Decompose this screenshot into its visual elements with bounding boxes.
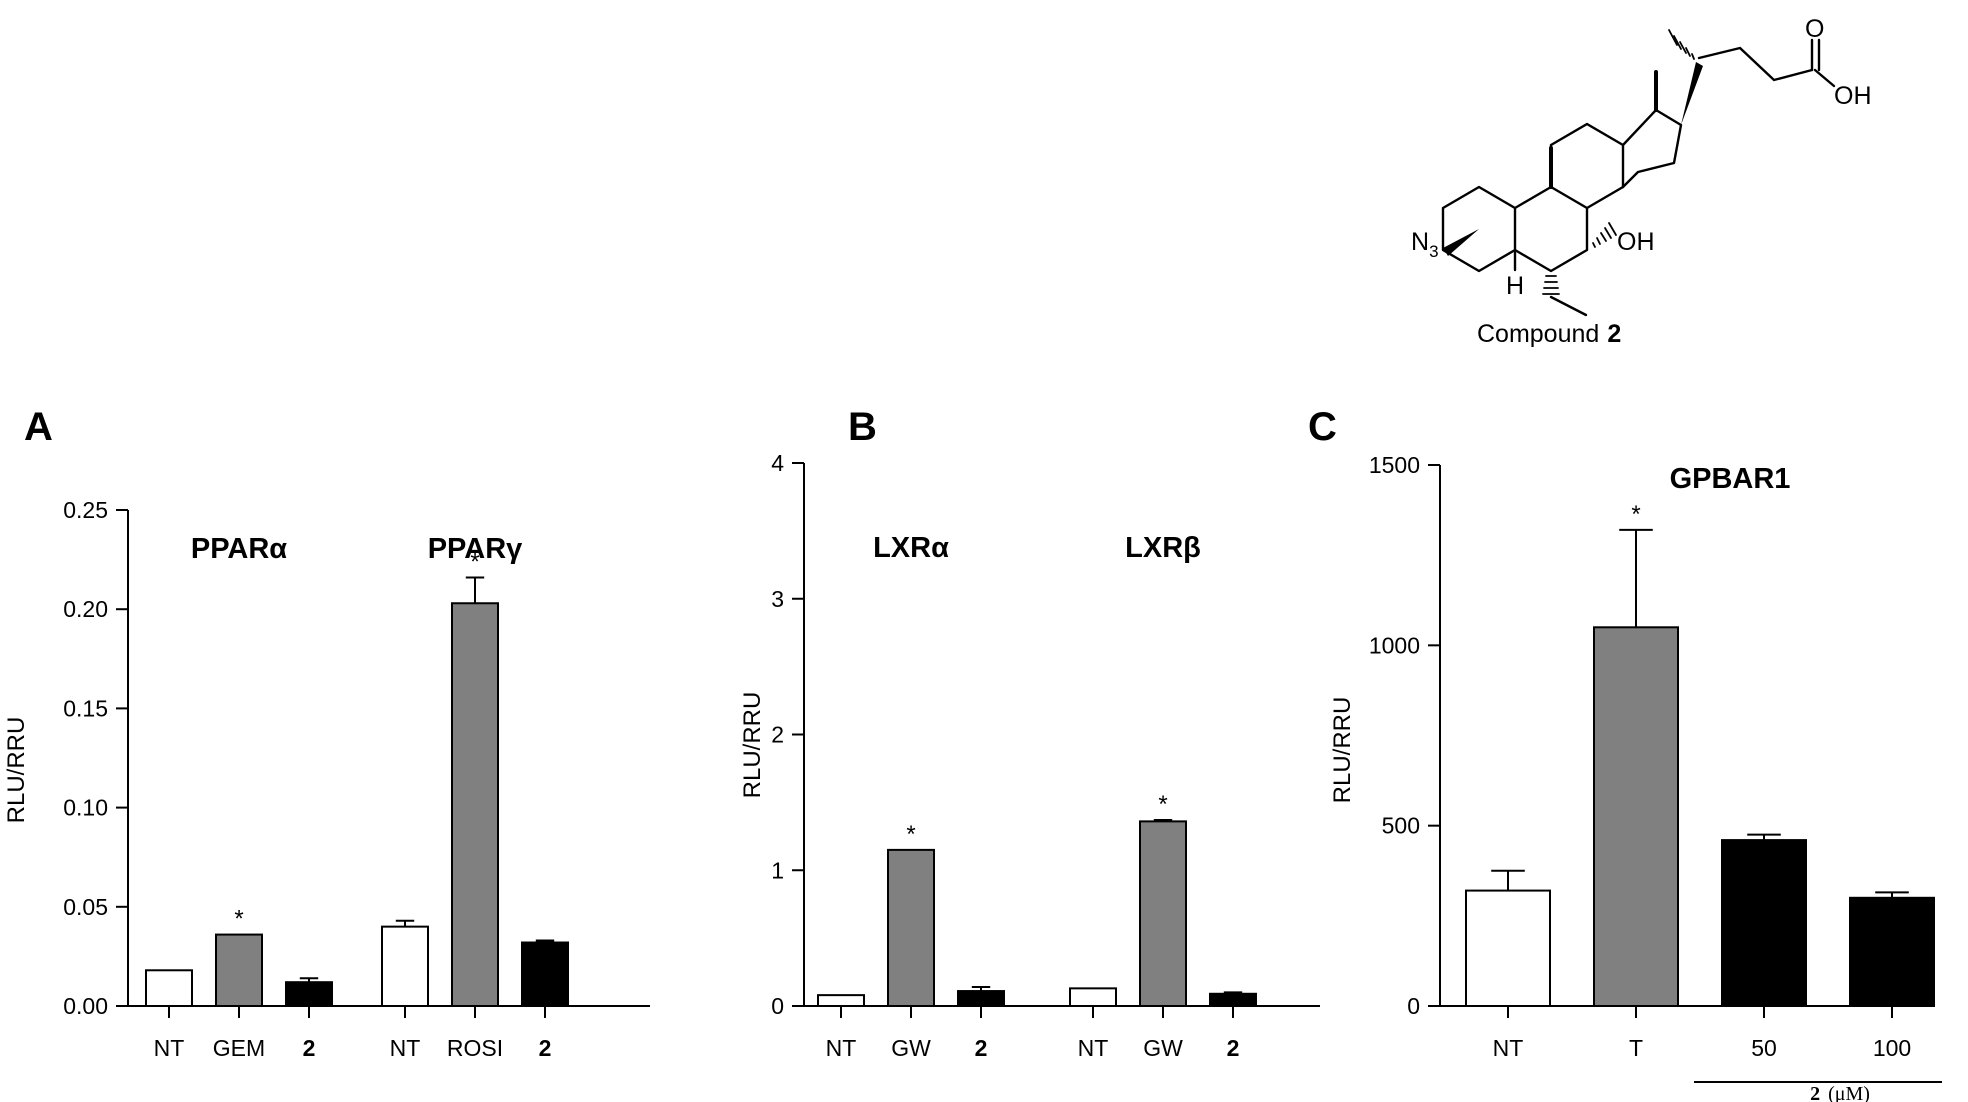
panel-label: C [1308, 405, 1337, 449]
y-tick-label: 0.15 [63, 695, 108, 721]
x-tick-label: 2 [1227, 1035, 1240, 1061]
y-tick-label: 500 [1382, 813, 1420, 839]
x-tick-label: NT [826, 1035, 857, 1061]
group-title: LXRβ [1125, 532, 1201, 564]
ethyl-group [1549, 295, 1588, 317]
compound-caption: Compound 2 [1477, 320, 1621, 348]
y-tick-label: 0.10 [63, 795, 108, 821]
y-axis-label: RLU/RRU [3, 717, 30, 824]
x-tick-label: 50 [1751, 1035, 1777, 1061]
side-chain [1697, 46, 1814, 82]
x-tick-label: GW [1143, 1035, 1183, 1061]
bar [887, 848, 935, 1008]
dose-unit: (μM) [1828, 1083, 1870, 1102]
y-tick-label: 0.20 [63, 596, 108, 622]
x-tick-label: NT [154, 1035, 185, 1061]
y-tick-label: 3 [771, 586, 784, 612]
y-tick-label: 0.05 [63, 894, 108, 920]
atom-n: N [1411, 228, 1429, 256]
y-tick-label: 4 [771, 450, 784, 476]
c3-wedge-bond [1443, 229, 1479, 256]
panel-label: B [848, 405, 877, 449]
y-axis-label: RLU/RRU [1329, 697, 1356, 804]
dose-annotation: 2 (μM) [1810, 1083, 1870, 1102]
bar [145, 969, 193, 1008]
x-tick-label: NT [390, 1035, 421, 1061]
bar [215, 933, 263, 1007]
x-tick-label: 2 [539, 1035, 552, 1061]
group-title: PPARγ [428, 533, 523, 565]
c17-wedge-bond [1681, 62, 1703, 125]
bar [285, 981, 333, 1008]
x-tick-label: T [1629, 1035, 1643, 1061]
bar [381, 925, 429, 1008]
x-tick-label: NT [1078, 1035, 1109, 1061]
bar [1849, 896, 1935, 1007]
y-tick-label: 0.25 [63, 497, 108, 523]
atom-n3: N3 [1411, 228, 1439, 261]
atom-oh-c7: OH [1617, 228, 1655, 256]
bar [1593, 626, 1679, 1007]
c6-hashed-bond [1542, 275, 1560, 295]
bar [957, 990, 1005, 1008]
significance-marker: * [906, 821, 915, 848]
significance-marker: * [1631, 501, 1640, 528]
c20-hashed-bond [1668, 29, 1695, 60]
y-tick-label: 1 [771, 857, 784, 883]
panel-label: A [24, 405, 53, 449]
y-tick-label: 0.00 [63, 993, 108, 1019]
significance-marker: * [1158, 791, 1167, 818]
atom-n-subscript: 3 [1429, 242, 1438, 261]
compound-caption-text: Compound [1477, 320, 1599, 348]
bar [817, 994, 865, 1008]
x-tick-label: 2 [303, 1035, 316, 1061]
ring-d [1621, 108, 1683, 189]
x-tick-label: 2 [975, 1035, 988, 1061]
x-tick-label: 100 [1873, 1035, 1911, 1061]
atom-h: H [1506, 272, 1524, 300]
compound-caption-number: 2 [1607, 320, 1621, 348]
atom-oh-acid: OH [1834, 82, 1872, 110]
y-tick-label: 0 [771, 993, 784, 1019]
group-title: LXRα [873, 532, 949, 564]
bar [1139, 820, 1187, 1007]
compound-atom-labels: O OH OH H N3 Compound 2 [1411, 15, 1872, 348]
x-tick-label: GW [891, 1035, 931, 1061]
bar [451, 602, 499, 1007]
dose-compound: 2 [1810, 1083, 1820, 1102]
bar [1465, 889, 1551, 1007]
atom-o: O [1805, 15, 1824, 43]
y-axis-label: RLU/RRU [739, 692, 766, 799]
y-tick-label: 1000 [1369, 632, 1420, 658]
acid-oh-bond [1813, 68, 1836, 88]
x-tick-label: NT [1493, 1035, 1524, 1061]
y-tick-label: 1500 [1369, 452, 1420, 478]
c7-hashed-bond [1592, 222, 1617, 248]
bar [1069, 987, 1117, 1007]
bar [1209, 992, 1257, 1007]
y-tick-label: 0 [1407, 993, 1420, 1019]
ring-b [1513, 185, 1589, 273]
y-tick-label: 2 [771, 722, 784, 748]
significance-marker: * [470, 548, 479, 575]
bar [1721, 839, 1807, 1007]
x-tick-label: ROSI [447, 1035, 503, 1061]
ring-c [1549, 122, 1625, 210]
compound-structure [1441, 29, 1836, 317]
bar [521, 941, 569, 1008]
group-title: PPARα [191, 533, 287, 565]
panel-a-chart: A RLU/RRU 0.00 0.05 0.10 0.15 0.20 0.25 NT * GEM 2 P… [3, 405, 650, 1061]
panel-c-chart: C RLU/RRU 0 500 1000 1500 NT * T 50 100 GPBAR1 2 (μM) [1308, 405, 1942, 1102]
x-tick-label: GEM [213, 1035, 265, 1061]
significance-marker: * [234, 906, 243, 933]
group-title: GPBAR1 [1670, 463, 1791, 495]
panel-b-chart: B RLU/RRU 0 1 2 3 4 NT * GW 2 LXRα NT * GW 2 LXRβ [739, 405, 1320, 1061]
